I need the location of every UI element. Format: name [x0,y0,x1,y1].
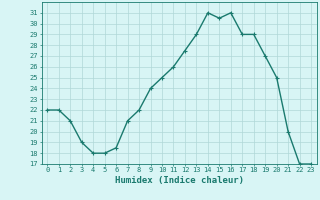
X-axis label: Humidex (Indice chaleur): Humidex (Indice chaleur) [115,176,244,185]
